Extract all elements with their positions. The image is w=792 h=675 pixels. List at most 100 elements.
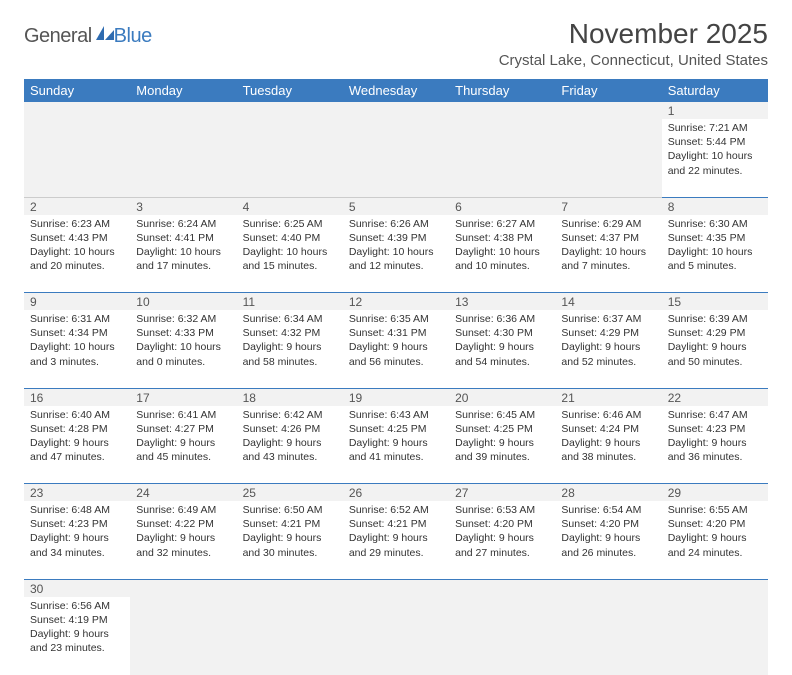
day-details: Sunrise: 6:23 AMSunset: 4:43 PMDaylight:… [30, 217, 124, 274]
day-number-row: 2345678 [24, 197, 768, 215]
day-number [449, 102, 555, 119]
day-cell: Sunrise: 6:32 AMSunset: 4:33 PMDaylight:… [130, 310, 236, 388]
sunset-text: Sunset: 4:29 PM [561, 326, 655, 340]
sunrise-text: Sunrise: 6:46 AM [561, 408, 655, 422]
sunset-text: Sunset: 4:43 PM [30, 231, 124, 245]
calendar-week-row: Sunrise: 6:56 AMSunset: 4:19 PMDaylight:… [24, 597, 768, 675]
day-details: Sunrise: 6:27 AMSunset: 4:38 PMDaylight:… [455, 217, 549, 274]
daylight-text: Daylight: 10 hours and 22 minutes. [668, 149, 762, 177]
weekday-header: Thursday [449, 79, 555, 102]
day-cell: Sunrise: 6:50 AMSunset: 4:21 PMDaylight:… [237, 501, 343, 579]
daylight-text: Daylight: 9 hours and 39 minutes. [455, 436, 549, 464]
day-details: Sunrise: 6:36 AMSunset: 4:30 PMDaylight:… [455, 312, 549, 369]
day-details: Sunrise: 6:24 AMSunset: 4:41 PMDaylight:… [136, 217, 230, 274]
weekday-header: Saturday [662, 79, 768, 102]
daylight-text: Daylight: 9 hours and 32 minutes. [136, 531, 230, 559]
day-cell: Sunrise: 6:26 AMSunset: 4:39 PMDaylight:… [343, 215, 449, 293]
sunset-text: Sunset: 4:25 PM [455, 422, 549, 436]
sunrise-text: Sunrise: 6:39 AM [668, 312, 762, 326]
sunset-text: Sunset: 4:21 PM [243, 517, 337, 531]
day-number: 15 [662, 293, 768, 311]
sunset-text: Sunset: 4:26 PM [243, 422, 337, 436]
sunset-text: Sunset: 4:27 PM [136, 422, 230, 436]
location: Crystal Lake, Connecticut, United States [499, 52, 768, 69]
sunrise-text: Sunrise: 6:35 AM [349, 312, 443, 326]
day-number: 17 [130, 388, 236, 406]
day-number: 6 [449, 197, 555, 215]
sunset-text: Sunset: 4:20 PM [561, 517, 655, 531]
day-number-row: 9101112131415 [24, 293, 768, 311]
day-details: Sunrise: 6:49 AMSunset: 4:22 PMDaylight:… [136, 503, 230, 560]
day-details: Sunrise: 6:25 AMSunset: 4:40 PMDaylight:… [243, 217, 337, 274]
day-details: Sunrise: 6:46 AMSunset: 4:24 PMDaylight:… [561, 408, 655, 465]
sunset-text: Sunset: 4:23 PM [668, 422, 762, 436]
day-number-row: 30 [24, 579, 768, 597]
sunrise-text: Sunrise: 6:34 AM [243, 312, 337, 326]
day-number [343, 579, 449, 597]
day-number: 18 [237, 388, 343, 406]
daylight-text: Daylight: 9 hours and 23 minutes. [30, 627, 124, 655]
day-details: Sunrise: 6:31 AMSunset: 4:34 PMDaylight:… [30, 312, 124, 369]
day-details: Sunrise: 6:30 AMSunset: 4:35 PMDaylight:… [668, 217, 762, 274]
day-number: 12 [343, 293, 449, 311]
day-number: 25 [237, 484, 343, 502]
sunrise-text: Sunrise: 6:55 AM [668, 503, 762, 517]
day-number [237, 102, 343, 119]
daylight-text: Daylight: 9 hours and 45 minutes. [136, 436, 230, 464]
day-details: Sunrise: 6:40 AMSunset: 4:28 PMDaylight:… [30, 408, 124, 465]
calendar-week-row: Sunrise: 7:21 AMSunset: 5:44 PMDaylight:… [24, 119, 768, 197]
logo-sail-icon [94, 24, 116, 47]
day-number: 9 [24, 293, 130, 311]
daylight-text: Daylight: 9 hours and 26 minutes. [561, 531, 655, 559]
page-header: General Blue November 2025 Crystal Lake,… [24, 18, 768, 69]
day-number: 23 [24, 484, 130, 502]
sunrise-text: Sunrise: 6:27 AM [455, 217, 549, 231]
sunrise-text: Sunrise: 6:23 AM [30, 217, 124, 231]
day-details: Sunrise: 6:35 AMSunset: 4:31 PMDaylight:… [349, 312, 443, 369]
day-details: Sunrise: 6:53 AMSunset: 4:20 PMDaylight:… [455, 503, 549, 560]
sunset-text: Sunset: 4:35 PM [668, 231, 762, 245]
daylight-text: Daylight: 9 hours and 47 minutes. [30, 436, 124, 464]
day-cell: Sunrise: 6:35 AMSunset: 4:31 PMDaylight:… [343, 310, 449, 388]
daylight-text: Daylight: 10 hours and 17 minutes. [136, 245, 230, 273]
weekday-header: Tuesday [237, 79, 343, 102]
day-number: 20 [449, 388, 555, 406]
day-cell: Sunrise: 6:37 AMSunset: 4:29 PMDaylight:… [555, 310, 661, 388]
sunset-text: Sunset: 4:20 PM [455, 517, 549, 531]
day-details: Sunrise: 6:39 AMSunset: 4:29 PMDaylight:… [668, 312, 762, 369]
day-cell: Sunrise: 6:43 AMSunset: 4:25 PMDaylight:… [343, 406, 449, 484]
day-cell [449, 597, 555, 675]
sunset-text: Sunset: 4:21 PM [349, 517, 443, 531]
day-number [343, 102, 449, 119]
daylight-text: Daylight: 9 hours and 34 minutes. [30, 531, 124, 559]
sunrise-text: Sunrise: 6:26 AM [349, 217, 443, 231]
daylight-text: Daylight: 9 hours and 58 minutes. [243, 340, 337, 368]
day-cell [237, 597, 343, 675]
day-cell: Sunrise: 6:56 AMSunset: 4:19 PMDaylight:… [24, 597, 130, 675]
day-details: Sunrise: 6:34 AMSunset: 4:32 PMDaylight:… [243, 312, 337, 369]
weekday-header: Wednesday [343, 79, 449, 102]
day-number: 5 [343, 197, 449, 215]
daylight-text: Daylight: 9 hours and 30 minutes. [243, 531, 337, 559]
daylight-text: Daylight: 9 hours and 50 minutes. [668, 340, 762, 368]
sunset-text: Sunset: 4:30 PM [455, 326, 549, 340]
weekday-header: Friday [555, 79, 661, 102]
daylight-text: Daylight: 10 hours and 3 minutes. [30, 340, 124, 368]
day-details: Sunrise: 6:47 AMSunset: 4:23 PMDaylight:… [668, 408, 762, 465]
day-number-row: 16171819202122 [24, 388, 768, 406]
day-number [130, 579, 236, 597]
day-cell: Sunrise: 6:39 AMSunset: 4:29 PMDaylight:… [662, 310, 768, 388]
day-number: 14 [555, 293, 661, 311]
daylight-text: Daylight: 10 hours and 0 minutes. [136, 340, 230, 368]
calendar-week-row: Sunrise: 6:23 AMSunset: 4:43 PM Daylight:… [24, 215, 768, 293]
day-cell: Sunrise: 6:29 AMSunset: 4:37 PMDaylight:… [555, 215, 661, 293]
day-details: Sunrise: 6:37 AMSunset: 4:29 PMDaylight:… [561, 312, 655, 369]
day-number [237, 579, 343, 597]
sunset-text: Sunset: 4:25 PM [349, 422, 443, 436]
sunrise-text: Sunrise: 6:40 AM [30, 408, 124, 422]
day-cell [24, 119, 130, 197]
sunrise-text: Sunrise: 6:25 AM [243, 217, 337, 231]
day-cell: Sunrise: 6:55 AMSunset: 4:20 PMDaylight:… [662, 501, 768, 579]
sunrise-text: Sunrise: 6:37 AM [561, 312, 655, 326]
sunrise-text: Sunrise: 6:49 AM [136, 503, 230, 517]
